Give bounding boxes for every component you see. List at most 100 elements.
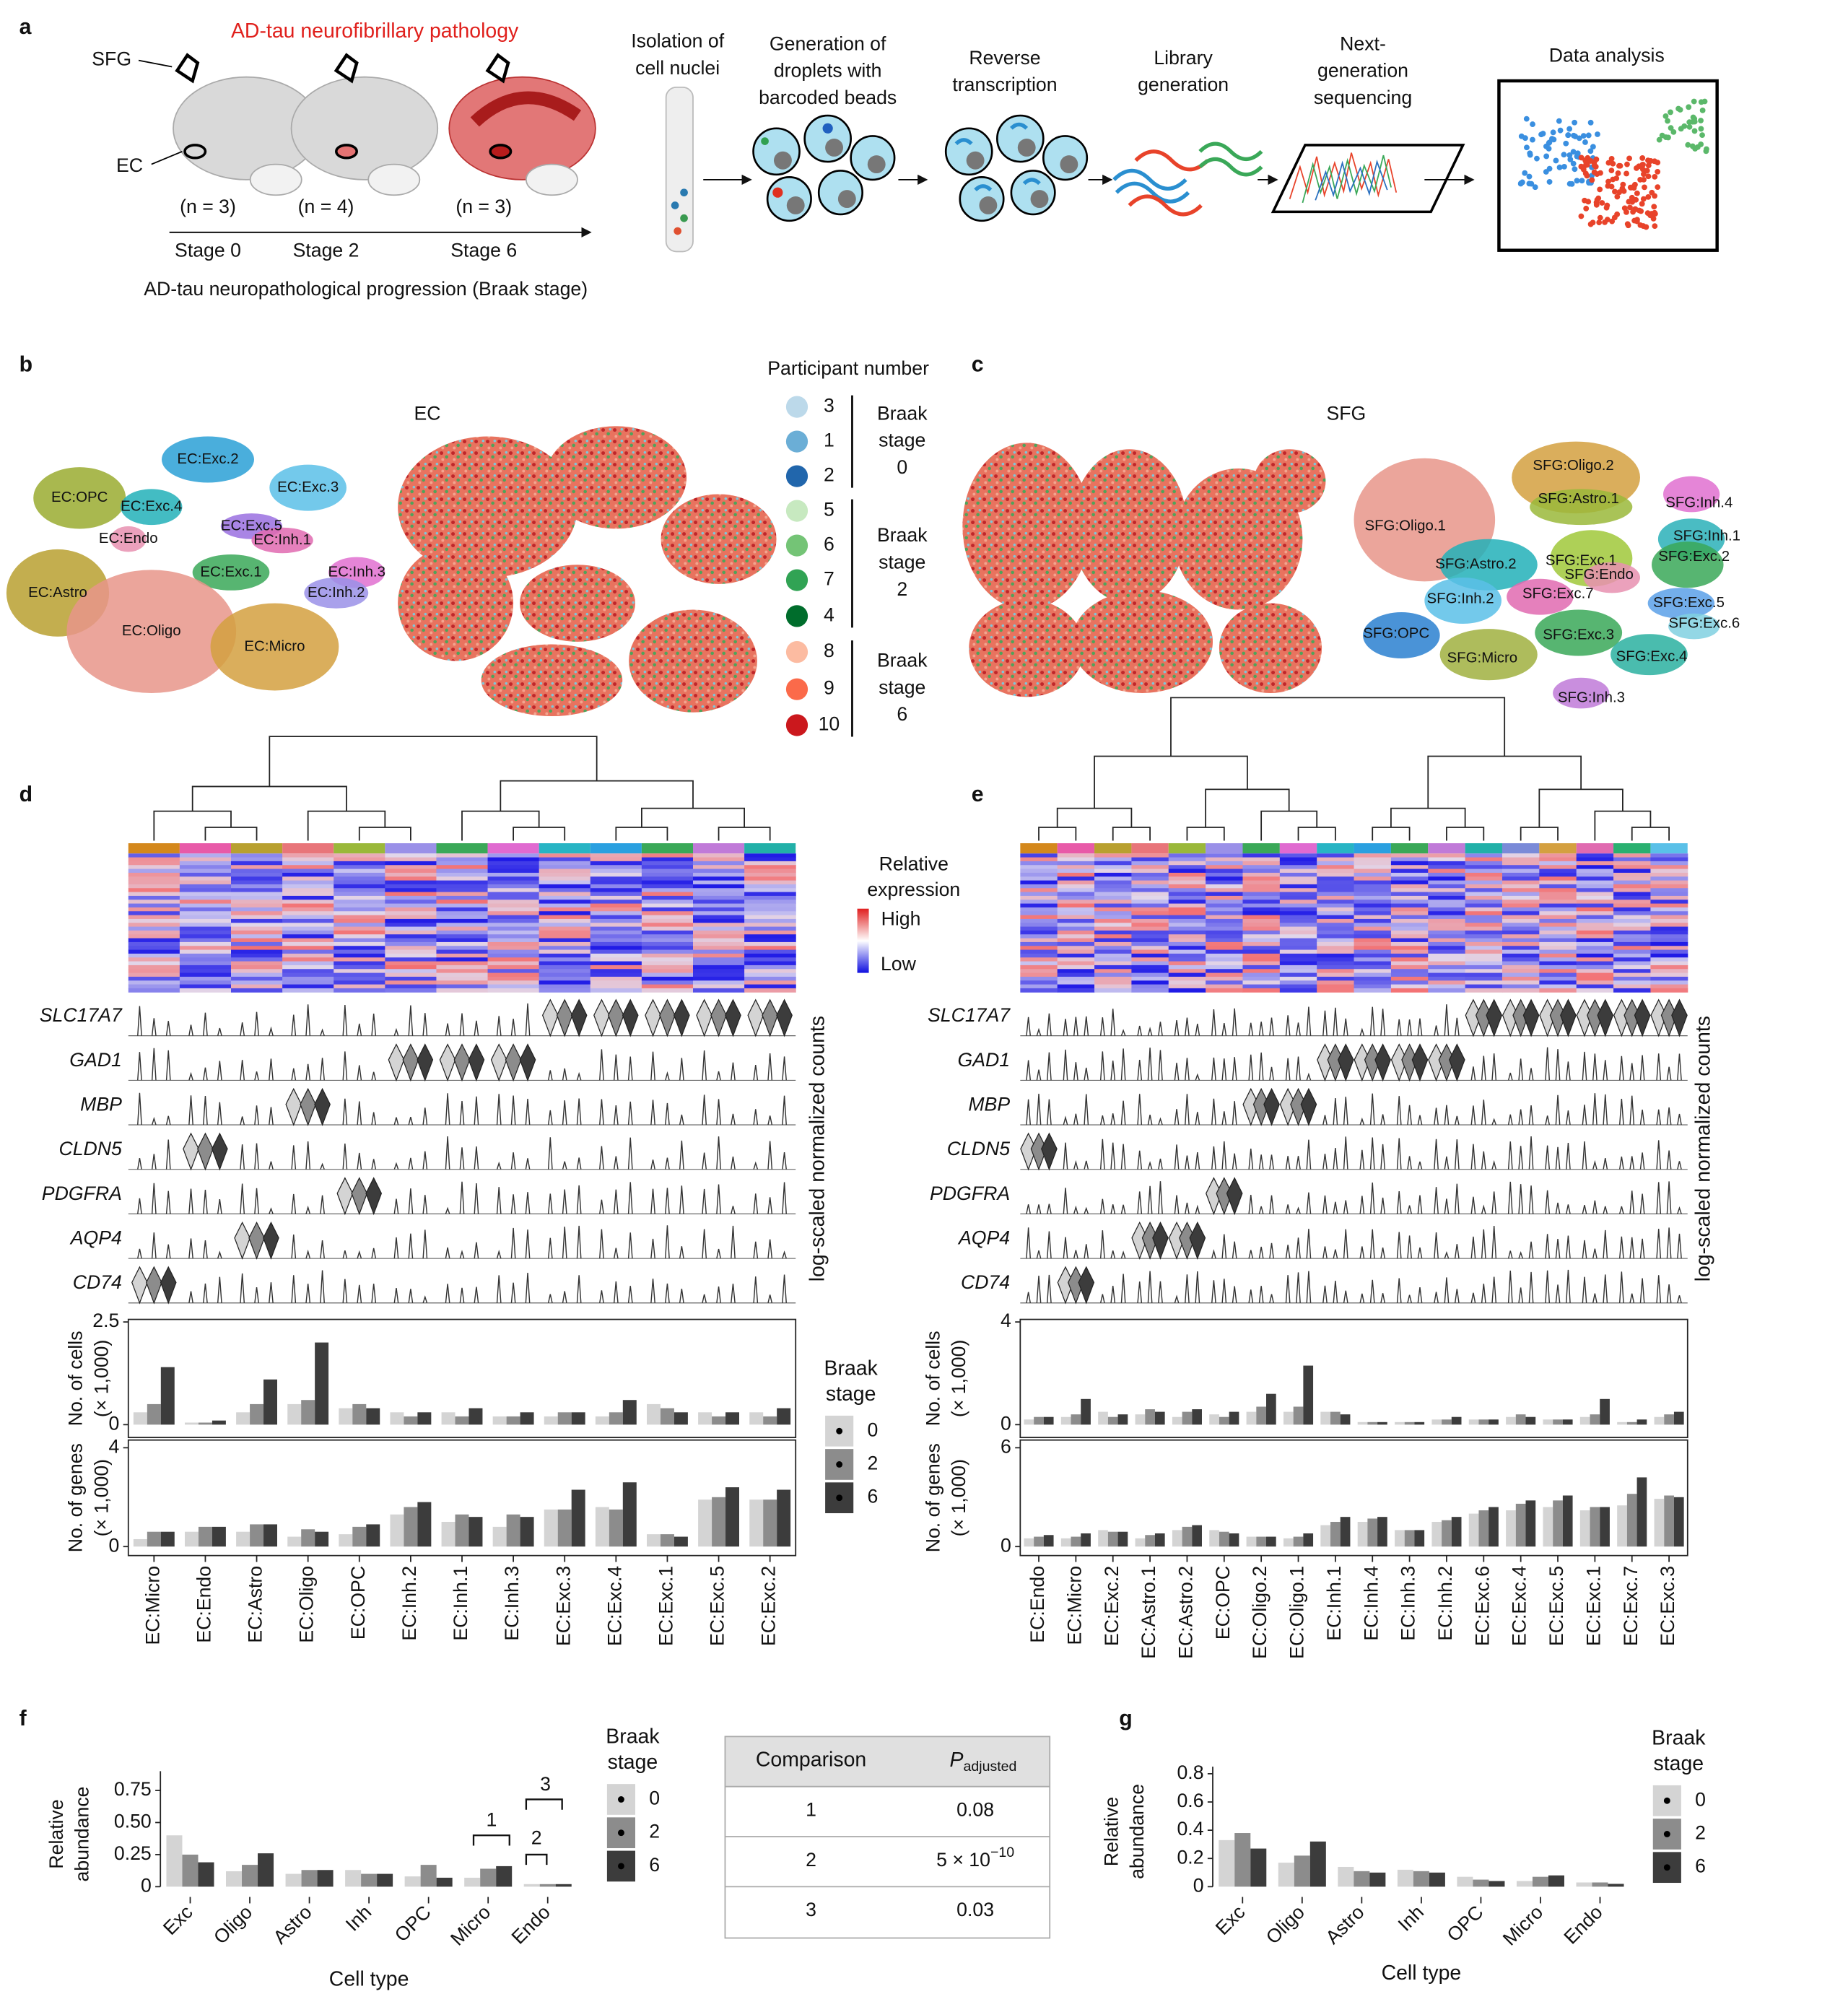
workflow-step: transcription (952, 74, 1057, 95)
violin (576, 1157, 582, 1170)
bar (1145, 1535, 1155, 1547)
analysis-dot (1583, 205, 1590, 212)
violin (1036, 1094, 1042, 1126)
violin (1285, 1058, 1291, 1081)
y-tick-label: 0.50 (114, 1811, 152, 1832)
violin (1110, 1204, 1116, 1214)
heatmap-cell (1131, 946, 1169, 951)
violin (188, 1238, 193, 1259)
violin (1248, 1289, 1254, 1303)
heatmap-cell (487, 888, 540, 893)
heatmap-cell (282, 872, 334, 877)
violin (1359, 1117, 1365, 1126)
heatmap-cell (1354, 884, 1392, 889)
violin (1396, 1278, 1402, 1303)
heatmap-cell (1020, 930, 1058, 935)
heatmap-cell (1168, 868, 1206, 874)
violin (1221, 1141, 1227, 1170)
violin (679, 1114, 684, 1126)
heatmap-cell (1613, 903, 1651, 908)
heatmap-cell (282, 853, 334, 858)
heatmap-cell (1206, 930, 1244, 935)
heatmap-cell (1428, 949, 1466, 954)
heatmap-cell (744, 895, 796, 900)
cluster-blob (33, 467, 126, 529)
analysis-dot (1675, 105, 1682, 112)
heatmap-cell (1576, 938, 1614, 943)
bar (1246, 1411, 1257, 1425)
y-axis-label: (× 1,000) (90, 1340, 112, 1417)
heatmap-cell (128, 911, 180, 916)
bar (1673, 1497, 1684, 1547)
violin (393, 1162, 399, 1170)
x-tick-label: EC:Exc.5 (707, 1566, 728, 1646)
violin (702, 1094, 707, 1126)
heatmap-cell (1428, 930, 1466, 935)
violin (1481, 1055, 1486, 1081)
violin (1454, 1244, 1460, 1259)
heatmap-cell (179, 865, 232, 870)
violin (1137, 1281, 1143, 1303)
dendrogram (1631, 827, 1670, 841)
violin (547, 1193, 553, 1214)
violin (305, 1141, 311, 1170)
violin (408, 1117, 414, 1126)
bar (1626, 1494, 1637, 1547)
violin (305, 1063, 311, 1081)
violin (1444, 1277, 1450, 1303)
heatmap-cell (1650, 980, 1688, 985)
cluster-strip (1465, 843, 1502, 854)
violin (710, 998, 727, 1037)
heatmap-cell (1057, 911, 1095, 916)
heatmap-cell (693, 961, 745, 966)
heatmap-cell (1094, 923, 1132, 928)
violin (474, 1286, 479, 1303)
heatmap-cell (744, 911, 796, 916)
x-tick-label: EC:Inh.2 (398, 1566, 420, 1641)
heatmap-cell (128, 861, 180, 866)
violin (576, 1275, 582, 1303)
violin (1073, 1062, 1078, 1081)
analysis-dot (1566, 152, 1573, 158)
violin (203, 1067, 208, 1081)
analysis-dot (1633, 196, 1639, 203)
heatmap-cell (1317, 961, 1355, 966)
workflow-step: barcoded beads (759, 87, 897, 108)
heatmap-cell (1317, 957, 1355, 962)
heatmap-cell (590, 857, 642, 862)
axis-label: log-scaled normalized counts (806, 1016, 829, 1281)
heatmap-cell (1354, 895, 1392, 900)
heatmap-cell (539, 953, 591, 958)
heatmap-cell (1539, 868, 1577, 874)
heatmap-cell (231, 957, 283, 962)
bar (1636, 1477, 1647, 1547)
violin (165, 1115, 171, 1126)
heatmap-cell (1279, 969, 1317, 974)
violin (217, 1198, 222, 1214)
heatmap-cell (436, 938, 489, 943)
heatmap-cell (1057, 900, 1095, 905)
heatmap-cell (1242, 865, 1281, 870)
heatmap-cell (1057, 884, 1095, 889)
violin (300, 1087, 317, 1126)
bar (1320, 1525, 1331, 1547)
legend-swatch (785, 569, 808, 591)
heatmap-cell (1613, 915, 1651, 920)
violin (1120, 1144, 1126, 1170)
violin (1582, 1051, 1587, 1081)
heatmap-cell (744, 880, 796, 885)
dendrogram (1520, 827, 1559, 841)
heatmap-cell (1539, 972, 1577, 978)
violin (1322, 1010, 1328, 1036)
heatmap-cell (1057, 957, 1095, 962)
heatmap-cell (282, 988, 334, 993)
violin (203, 1012, 208, 1036)
bar (492, 1526, 507, 1547)
violin (659, 998, 676, 1037)
heatmap-cell (1390, 918, 1429, 923)
bar (1135, 1414, 1146, 1425)
heatmap-cell (1317, 872, 1355, 877)
heatmap-cell (590, 900, 642, 905)
heatmap-cell (334, 946, 385, 951)
violin (1566, 1235, 1571, 1259)
